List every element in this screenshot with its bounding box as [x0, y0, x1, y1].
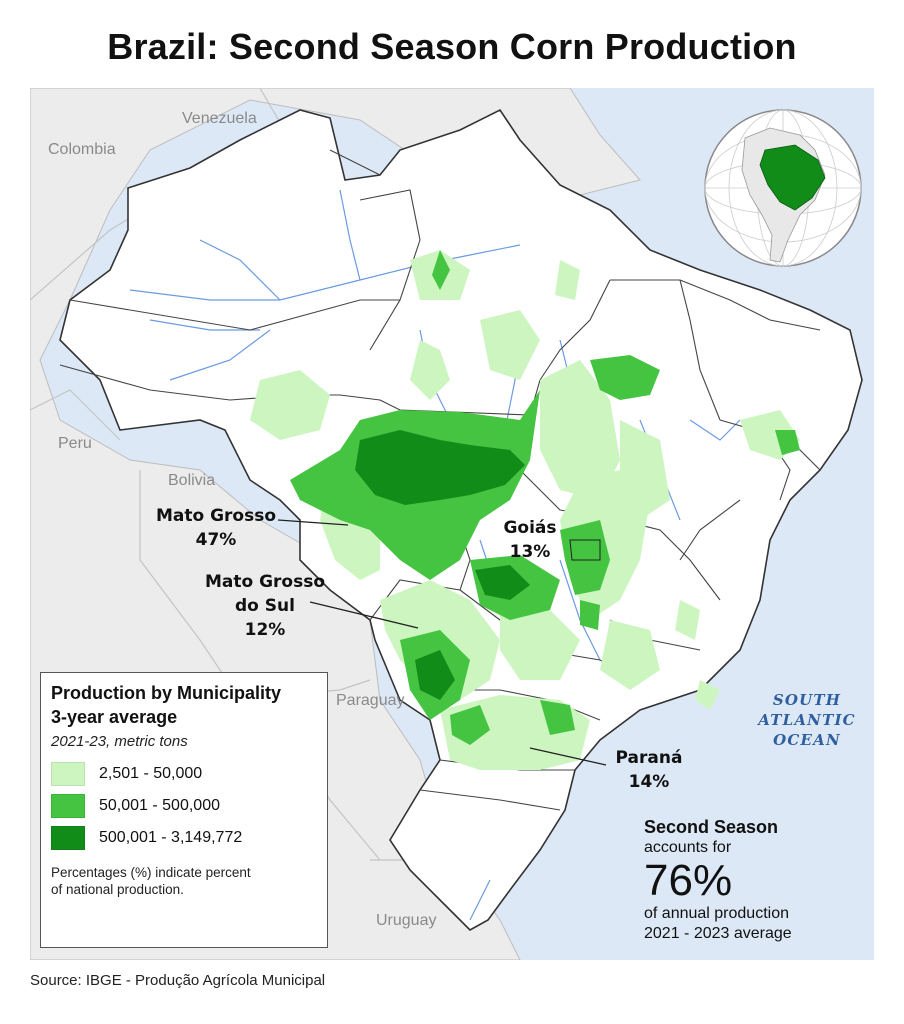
label-peru: Peru [58, 435, 92, 452]
label-paraguay: Paraguay [336, 692, 405, 709]
stat-line3: 2021 - 2023 average [644, 925, 792, 942]
callout-goias: Goiás 13% [490, 516, 570, 564]
stat-headline: Second Season [644, 817, 779, 837]
legend-subtitle: 2021-23, metric tons [51, 733, 188, 750]
legend-title-line1: Production by Municipality [51, 683, 282, 703]
globe-inset [704, 109, 862, 267]
callout-mato-grosso-do-sul-line2: do Sul [235, 596, 295, 616]
callout-leaders [277, 519, 607, 766]
callout-goias-share: 13% [509, 542, 551, 562]
legend-label-low: 2,501 - 50,000 [99, 765, 203, 782]
legend-item-mid: 50,001 - 500,000 [51, 790, 317, 822]
ocean-label: SOUTH ATLANTIC OCEAN [752, 690, 862, 750]
stat-line1: accounts for [644, 839, 732, 856]
legend: Production by Municipality 3-year averag… [40, 672, 328, 948]
ocean-label-line1: SOUTH [772, 691, 842, 709]
legend-label-high: 500,001 - 3,149,772 [99, 829, 243, 846]
legend-title-line2: 3-year average [51, 707, 178, 727]
callout-mato-grosso-do-sul: Mato Grosso do Sul 12% [190, 570, 340, 642]
legend-note: Percentages (%) indicate percent of nati… [51, 865, 251, 897]
label-bolivia: Bolivia [168, 472, 216, 489]
label-venezuela: Venezuela [182, 110, 257, 127]
legend-item-high: 500,001 - 3,149,772 [51, 822, 317, 854]
legend-swatch-low [51, 762, 85, 786]
map-title: Brazil: Second Season Corn Production [107, 26, 797, 67]
label-uruguay: Uruguay [376, 912, 437, 929]
production-tier-high [355, 430, 530, 700]
callout-parana-share: 14% [628, 772, 670, 792]
label-colombia: Colombia [48, 141, 116, 158]
legend-label-mid: 50,001 - 500,000 [99, 797, 220, 814]
legend-item-low: 2,501 - 50,000 [51, 758, 317, 790]
stat-value: 76% [644, 856, 733, 905]
callout-mato-grosso-do-sul-line1: Mato Grosso [204, 572, 326, 592]
callout-mato-grosso-share: 47% [195, 530, 237, 550]
callout-parana: Paraná 14% [604, 746, 694, 794]
ocean-label-line2: ATLANTIC [758, 711, 856, 729]
callout-mato-grosso: Mato Grosso 47% [146, 504, 286, 552]
callout-mato-grosso-name: Mato Grosso [155, 506, 277, 526]
source-note: Source: IBGE - Produção Agrícola Municip… [30, 972, 326, 989]
legend-swatch-high [51, 826, 85, 850]
callout-parana-name: Paraná [615, 748, 683, 768]
stat-block: Second Season accounts for 76% of annual… [644, 816, 864, 944]
callout-goias-name: Goiás [503, 518, 557, 538]
legend-swatch-mid [51, 794, 85, 818]
callout-mato-grosso-do-sul-share: 12% [244, 620, 286, 640]
ocean-label-line3: OCEAN [773, 731, 841, 749]
stat-line2: of annual production [644, 905, 789, 922]
